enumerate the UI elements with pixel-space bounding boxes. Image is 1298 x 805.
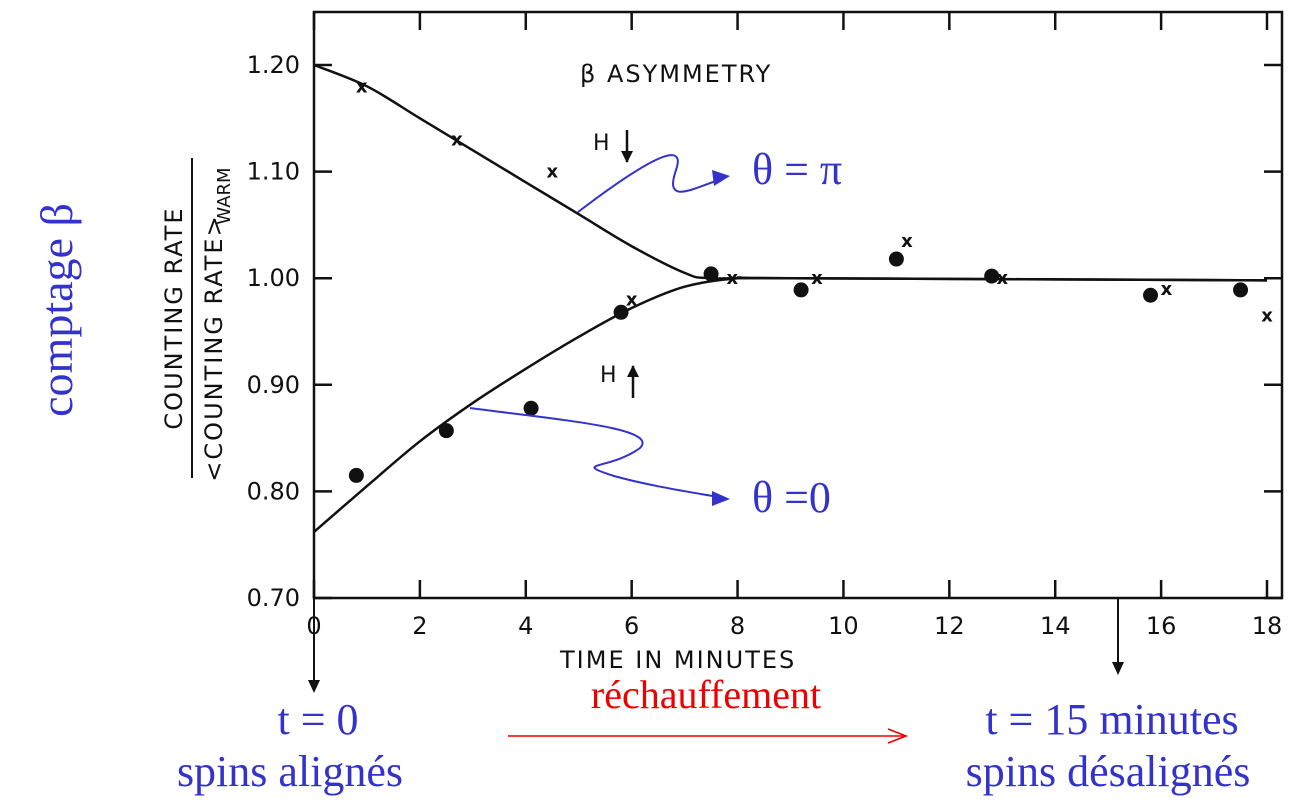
data-point-x: x xyxy=(1161,279,1173,300)
x-tick-label: 14 xyxy=(1040,612,1071,640)
x-tick-label: 8 xyxy=(730,612,745,640)
y-tick-label: 0.70 xyxy=(247,584,300,612)
x-tick-label: 16 xyxy=(1146,612,1177,640)
data-point-dot xyxy=(703,266,719,282)
theta-zero-arrowhead-icon xyxy=(712,491,730,506)
y-tick-label: 0.90 xyxy=(247,371,300,399)
data-point-dot xyxy=(613,304,629,320)
y-axis-ticks: 0.70 0.80 0.90 1.00 1.10 1.20 xyxy=(247,51,1282,612)
data-point-dot xyxy=(1143,287,1159,303)
theta-pi-pointer xyxy=(577,154,725,213)
warming-label: réchauffement xyxy=(591,672,821,717)
data-point-dot xyxy=(984,268,1000,284)
theta-pi-label: θ = π xyxy=(752,145,842,194)
data-point-x: x xyxy=(811,268,823,289)
data-point-x: x xyxy=(726,268,738,289)
end-state-label: spins désalignés xyxy=(966,747,1251,796)
data-point-dot xyxy=(438,423,454,439)
field-label-up: H xyxy=(600,363,617,388)
data-point-x: x xyxy=(626,290,638,311)
theta-pi-arrowhead-icon xyxy=(712,170,730,186)
y-axis-title-denominator: <COUNTING RATE> xyxy=(200,214,228,481)
chart-title: β ASYMMETRY xyxy=(580,60,772,88)
y-axis-title-numerator: COUNTING RATE xyxy=(160,206,188,429)
data-point-x: x xyxy=(451,130,463,151)
plot-frame xyxy=(312,10,1284,600)
x-tick-label: 18 xyxy=(1252,612,1283,640)
start-time-label: t = 0 xyxy=(277,695,358,744)
x-axis-title: TIME IN MINUTES xyxy=(559,646,796,674)
theta-zero-pointer xyxy=(469,407,725,499)
data-point-x: x xyxy=(996,268,1008,289)
data-point-x: x xyxy=(901,231,913,252)
end-time-arrowhead-icon xyxy=(1112,662,1124,675)
x-tick-label: 10 xyxy=(828,612,859,640)
field-label-down: H xyxy=(593,131,610,156)
warming-arrowhead-icon xyxy=(887,728,909,744)
y-tick-label: 1.20 xyxy=(247,51,300,79)
y-tick-label: 0.80 xyxy=(247,477,300,505)
data-point-x: x xyxy=(356,76,368,97)
start-state-label: spins alignés xyxy=(177,747,403,796)
data-point-x: x xyxy=(1261,306,1273,327)
data-point-dot xyxy=(888,251,904,267)
y-tick-label: 1.00 xyxy=(247,264,300,292)
field-up-arrow-icon xyxy=(627,365,639,398)
data-point-dot xyxy=(523,400,539,416)
x-tick-label: 6 xyxy=(624,612,639,640)
x-tick-label: 12 xyxy=(934,612,965,640)
start-time-arrowhead-icon xyxy=(308,680,320,693)
theta-zero-label: θ =0 xyxy=(752,473,831,522)
data-point-dot xyxy=(348,467,364,483)
y-axis-title-subscript: WARM xyxy=(214,167,235,224)
side-label-comptage: comptage β xyxy=(31,203,82,417)
data-point-x: x xyxy=(546,162,558,183)
data-point-dot xyxy=(1233,282,1249,298)
data-markers: x x x x x x x x x x xyxy=(348,76,1273,483)
end-time-label: t = 15 minutes xyxy=(985,695,1238,744)
x-axis-ticks: 024681012141618 xyxy=(306,12,1282,640)
x-tick-label: 4 xyxy=(518,612,533,640)
data-point-dot xyxy=(793,282,809,298)
y-tick-label: 1.10 xyxy=(247,158,300,186)
y-axis-title: COUNTING RATE <COUNTING RATE> WARM xyxy=(160,158,235,482)
x-tick-label: 2 xyxy=(412,612,427,640)
field-down-arrow-icon xyxy=(621,130,633,163)
